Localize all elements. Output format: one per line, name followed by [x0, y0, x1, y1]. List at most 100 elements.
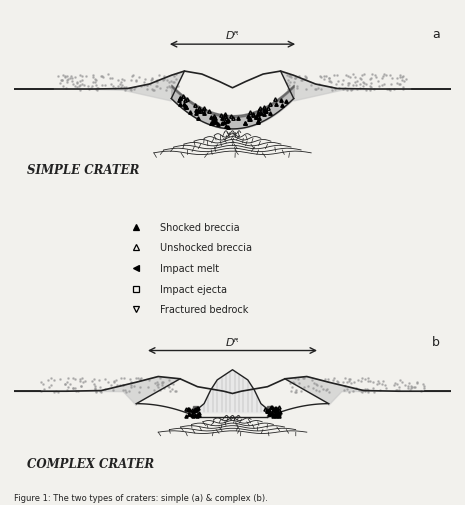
Point: [76, 377, 83, 385]
Point: [37, 388, 45, 396]
Point: [317, 74, 325, 82]
Point: [339, 86, 347, 94]
Point: [356, 75, 364, 83]
Point: [71, 74, 79, 82]
Point: [332, 81, 340, 89]
Point: [287, 85, 294, 93]
Point: [320, 76, 327, 84]
Point: [158, 378, 166, 386]
Point: [405, 384, 412, 392]
Point: [126, 375, 134, 383]
Point: [89, 74, 97, 82]
Point: [359, 374, 366, 382]
Point: [313, 381, 320, 389]
Point: [92, 82, 100, 90]
Point: [100, 74, 107, 82]
Point: [91, 382, 99, 390]
Point: [94, 87, 101, 95]
Point: [375, 379, 382, 387]
Point: [401, 78, 408, 86]
Point: [127, 87, 135, 95]
Point: [159, 77, 167, 85]
Point: [51, 377, 58, 385]
Point: [312, 380, 320, 388]
Text: b: b: [432, 335, 440, 348]
Point: [326, 388, 333, 396]
Point: [391, 381, 398, 389]
Point: [171, 387, 179, 395]
Point: [310, 379, 318, 387]
Point: [326, 78, 334, 86]
Point: [399, 85, 406, 93]
Point: [127, 382, 135, 390]
Point: [76, 82, 84, 90]
Text: Unshocked breccia: Unshocked breccia: [160, 243, 252, 253]
Point: [283, 72, 291, 80]
Point: [327, 79, 335, 87]
Point: [358, 76, 365, 84]
Point: [144, 82, 151, 90]
Point: [286, 79, 294, 87]
Point: [324, 375, 332, 383]
Point: [66, 380, 74, 388]
Point: [172, 71, 179, 79]
Point: [347, 379, 355, 387]
Point: [413, 379, 421, 387]
Point: [300, 383, 307, 391]
Point: [370, 388, 378, 396]
Point: [369, 384, 377, 392]
Polygon shape: [280, 72, 451, 102]
Point: [79, 77, 86, 85]
Text: Dᴿ: Dᴿ: [226, 337, 239, 347]
Point: [122, 386, 129, 394]
Point: [106, 75, 114, 83]
Point: [341, 374, 349, 382]
Point: [343, 87, 350, 95]
Point: [379, 73, 386, 81]
Point: [119, 381, 126, 389]
Point: [283, 80, 291, 88]
Point: [155, 72, 163, 80]
Point: [384, 86, 391, 94]
Point: [50, 388, 58, 396]
Point: [352, 82, 359, 90]
Point: [63, 78, 71, 86]
Point: [86, 85, 93, 93]
Point: [356, 386, 363, 394]
Point: [333, 72, 341, 80]
Point: [118, 82, 126, 90]
Point: [361, 387, 369, 395]
Text: Fractured bedrock: Fractured bedrock: [160, 305, 248, 315]
Point: [135, 388, 142, 396]
Point: [366, 82, 374, 90]
Point: [390, 85, 398, 93]
Point: [143, 81, 151, 89]
Point: [344, 385, 351, 393]
Point: [145, 376, 153, 384]
Point: [153, 83, 160, 91]
Point: [302, 74, 310, 82]
Point: [399, 72, 407, 80]
Point: [341, 382, 348, 390]
Point: [295, 379, 303, 387]
Point: [166, 383, 173, 391]
Point: [97, 383, 104, 391]
Point: [61, 380, 68, 388]
Point: [395, 383, 403, 391]
Point: [323, 386, 331, 394]
Point: [73, 83, 80, 91]
Point: [348, 86, 356, 94]
Point: [330, 377, 337, 385]
Point: [380, 71, 388, 79]
Point: [351, 74, 359, 82]
Point: [123, 83, 130, 91]
Point: [91, 385, 99, 393]
Point: [137, 384, 144, 392]
Point: [380, 80, 388, 88]
Point: [352, 79, 359, 87]
Point: [284, 77, 292, 85]
Point: [367, 84, 375, 92]
Point: [168, 78, 175, 86]
Point: [309, 384, 317, 392]
Point: [359, 386, 367, 394]
